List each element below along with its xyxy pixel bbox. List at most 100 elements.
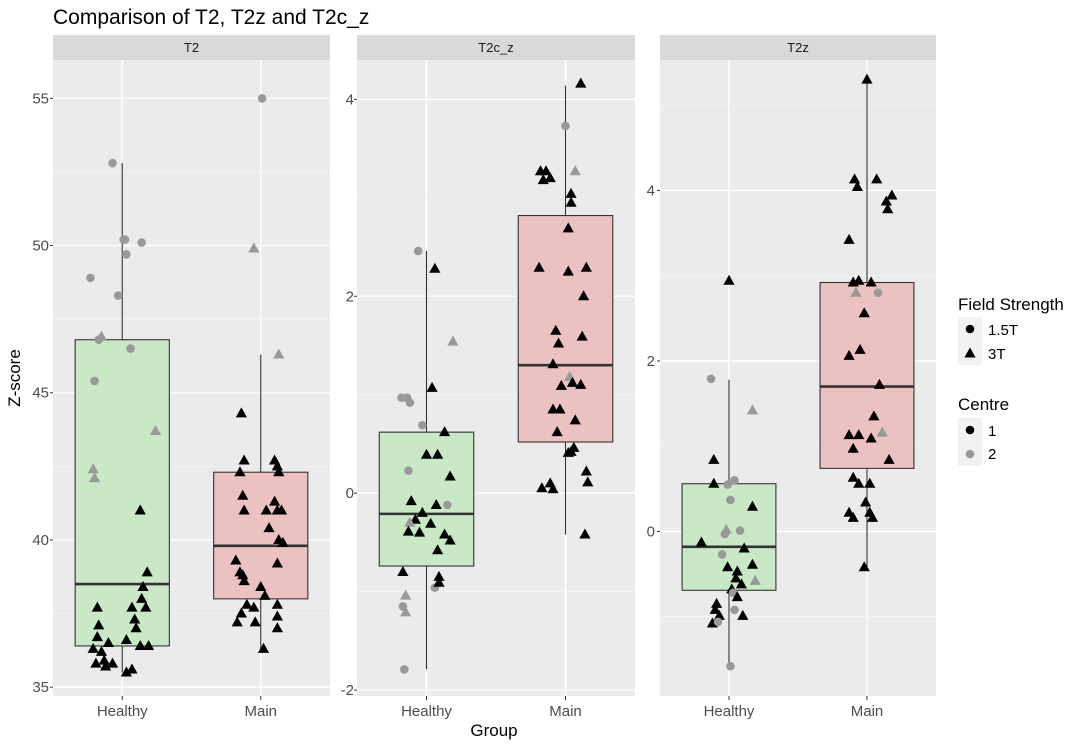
data-point-triangle (858, 307, 870, 318)
legend-label-centre-2: 2 (988, 446, 996, 463)
facet-strip (660, 35, 936, 60)
legend-title-field-strength: Field Strength (958, 295, 1064, 314)
y-tick-label: 4 (647, 182, 655, 199)
data-point-triangle (95, 330, 108, 341)
data-point-triangle (425, 517, 437, 528)
data-point-triangle (710, 597, 723, 608)
data-point-circle (735, 526, 745, 535)
data-point-triangle (843, 429, 855, 440)
data-point-triangle (426, 381, 438, 392)
data-point-triangle (90, 657, 102, 668)
data-point-triangle (134, 639, 146, 650)
data-point-triangle (569, 414, 581, 425)
legend-label-1-5t: 1.5T (988, 322, 1018, 339)
data-point-circle (399, 665, 409, 674)
data-point-triangle (273, 466, 285, 477)
data-point-triangle (880, 195, 892, 206)
box-rect (74, 339, 170, 647)
data-point-triangle (400, 589, 412, 600)
data-point-triangle (873, 378, 886, 389)
data-point-triangle (713, 609, 725, 620)
data-point-triangle (409, 513, 421, 524)
data-point-triangle (271, 598, 283, 609)
data-point-triangle (249, 616, 261, 627)
data-point-triangle (429, 262, 441, 273)
data-point-triangle (749, 574, 761, 585)
data-point-triangle (868, 410, 880, 421)
y-tick-label: 55 (32, 90, 49, 107)
data-point-triangle (235, 407, 247, 418)
data-point-triangle (547, 358, 559, 369)
facet-t2: 35 40 45 50 55 Healthy Main T2 (32, 35, 330, 720)
data-point-triangle (433, 576, 445, 587)
data-point-triangle (260, 504, 272, 515)
data-point-triangle (88, 472, 101, 483)
data-point-triangle (87, 463, 99, 474)
data-point-triangle (277, 536, 289, 547)
data-point-triangle (271, 610, 283, 621)
data-point-triangle (248, 601, 260, 612)
data-point-circle (257, 93, 267, 103)
data-point-triangle (746, 404, 759, 415)
data-point-triangle (237, 489, 249, 500)
data-point-triangle (886, 189, 898, 200)
data-point-circle (730, 476, 739, 485)
data-point-triangle (533, 261, 545, 272)
facet-strip (357, 35, 635, 60)
data-point-triangle (257, 642, 270, 653)
y-tick-label: 45 (32, 385, 49, 402)
data-point-triangle (865, 432, 877, 443)
y-tick-label: 0 (346, 485, 354, 502)
data-point-triangle (860, 496, 872, 507)
box-rect (517, 215, 614, 443)
data-point-circle (723, 480, 732, 489)
y-tick-label: 35 (32, 679, 49, 696)
data-point-circle (418, 420, 427, 430)
data-point-triangle (871, 173, 883, 184)
box-rect (213, 471, 309, 600)
data-point-triangle (550, 324, 562, 335)
data-point-triangle (540, 165, 552, 176)
data-point-triangle (400, 606, 412, 617)
data-point-circle (113, 291, 123, 300)
data-point-circle (713, 617, 723, 627)
data-point-circle (90, 376, 99, 386)
data-point-triangle (238, 575, 250, 586)
data-point-triangle (141, 566, 153, 577)
data-point-triangle (120, 634, 133, 645)
data-point-triangle (882, 203, 894, 214)
data-point-triangle (271, 622, 283, 633)
data-point-triangle (555, 379, 567, 390)
data-point-triangle (98, 654, 110, 665)
legend-label-centre-1: 1 (988, 423, 996, 440)
legend-centre-2-swatch (965, 449, 975, 459)
data-point-triangle (738, 542, 750, 553)
data-point-triangle (231, 616, 243, 627)
data-point-triangle (562, 265, 574, 276)
data-point-triangle (126, 601, 138, 612)
data-point-triangle (130, 622, 142, 633)
data-point-triangle (883, 453, 895, 464)
data-point-circle (720, 529, 730, 539)
data-point-circle (873, 288, 883, 298)
data-point-triangle (565, 196, 577, 207)
data-point-circle (126, 344, 135, 353)
data-point-circle (120, 235, 130, 244)
data-point-triangle (731, 591, 743, 602)
legend-centre-1-swatch (965, 425, 975, 435)
y-tick-label: 2 (647, 353, 655, 370)
data-point-triangle (95, 645, 108, 656)
data-point-triangle (126, 663, 138, 674)
data-point-triangle (404, 516, 416, 527)
data-point-triangle (402, 525, 415, 536)
y-tick-label: 4 (346, 91, 354, 108)
data-point-triangle (851, 181, 863, 192)
data-point-triangle (432, 448, 444, 459)
data-point-triangle (876, 426, 888, 437)
y-tick-label: 2 (346, 288, 354, 305)
data-point-triangle (238, 454, 250, 465)
data-point-triangle (735, 578, 748, 589)
data-point-circle (137, 238, 146, 247)
